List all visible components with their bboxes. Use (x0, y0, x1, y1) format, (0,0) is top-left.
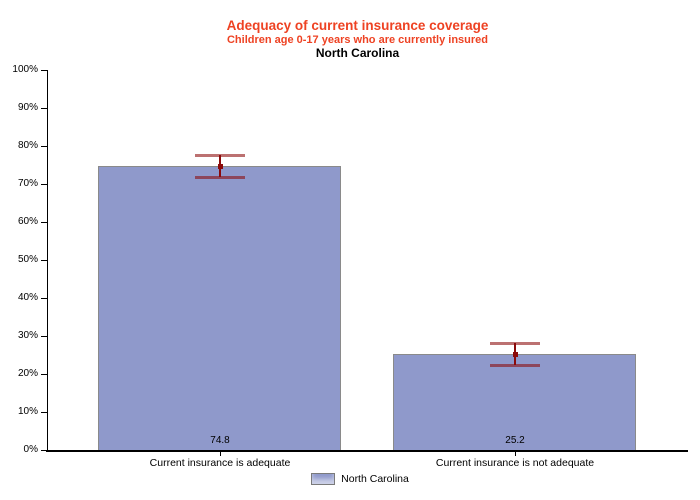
y-axis-tick (41, 222, 47, 223)
y-tick-label: 50% (17, 254, 38, 265)
y-tick-label: 100% (12, 64, 38, 75)
error-bar-cap-bottom (195, 176, 245, 179)
legend: North Carolina (20, 471, 700, 487)
x-axis-tick (220, 452, 221, 456)
chart-title: Adequacy of current insurance coverage (226, 18, 489, 33)
x-category-label: Current insurance is not adequate (435, 457, 595, 469)
legend-label: North Carolina (341, 473, 409, 485)
x-category-label: Current insurance is adequate (149, 457, 291, 469)
x-axis-tick (515, 452, 516, 456)
y-axis-tick (41, 260, 47, 261)
bar-value-label: 25.2 (505, 435, 525, 446)
legend-swatch (311, 473, 336, 485)
y-axis-tick (41, 146, 47, 147)
y-axis-tick (41, 298, 47, 299)
y-axis-tick (41, 336, 47, 337)
y-tick-label: 60% (17, 216, 38, 227)
y-axis-tick (41, 450, 47, 451)
x-axis-line (46, 450, 688, 452)
y-tick-label: 20% (17, 368, 38, 379)
error-bar-cap-bottom (490, 364, 540, 367)
bar (393, 354, 636, 450)
y-tick-label: 30% (17, 330, 38, 341)
title-block: Adequacy of current insurance coverage C… (15, 17, 700, 60)
y-axis-tick (41, 184, 47, 185)
chart-region-label: North Carolina (315, 46, 400, 60)
y-axis-tick (41, 70, 47, 71)
y-tick-label: 40% (17, 292, 38, 303)
y-axis-tick (41, 108, 47, 109)
chart-subtitle: Children age 0-17 years who are currentl… (226, 34, 489, 46)
y-tick-label: 80% (17, 140, 38, 151)
y-tick-label: 70% (17, 178, 38, 189)
bar (98, 166, 341, 450)
y-tick-label: 0% (23, 444, 38, 455)
y-axis-tick (41, 412, 47, 413)
error-bar-marker (512, 352, 518, 357)
y-axis-tick (41, 374, 47, 375)
y-tick-label: 90% (17, 102, 38, 113)
y-axis-line (47, 70, 48, 450)
y-tick-label: 10% (17, 406, 38, 417)
error-bar-marker (217, 164, 223, 169)
bar-value-label: 74.8 (210, 435, 230, 446)
